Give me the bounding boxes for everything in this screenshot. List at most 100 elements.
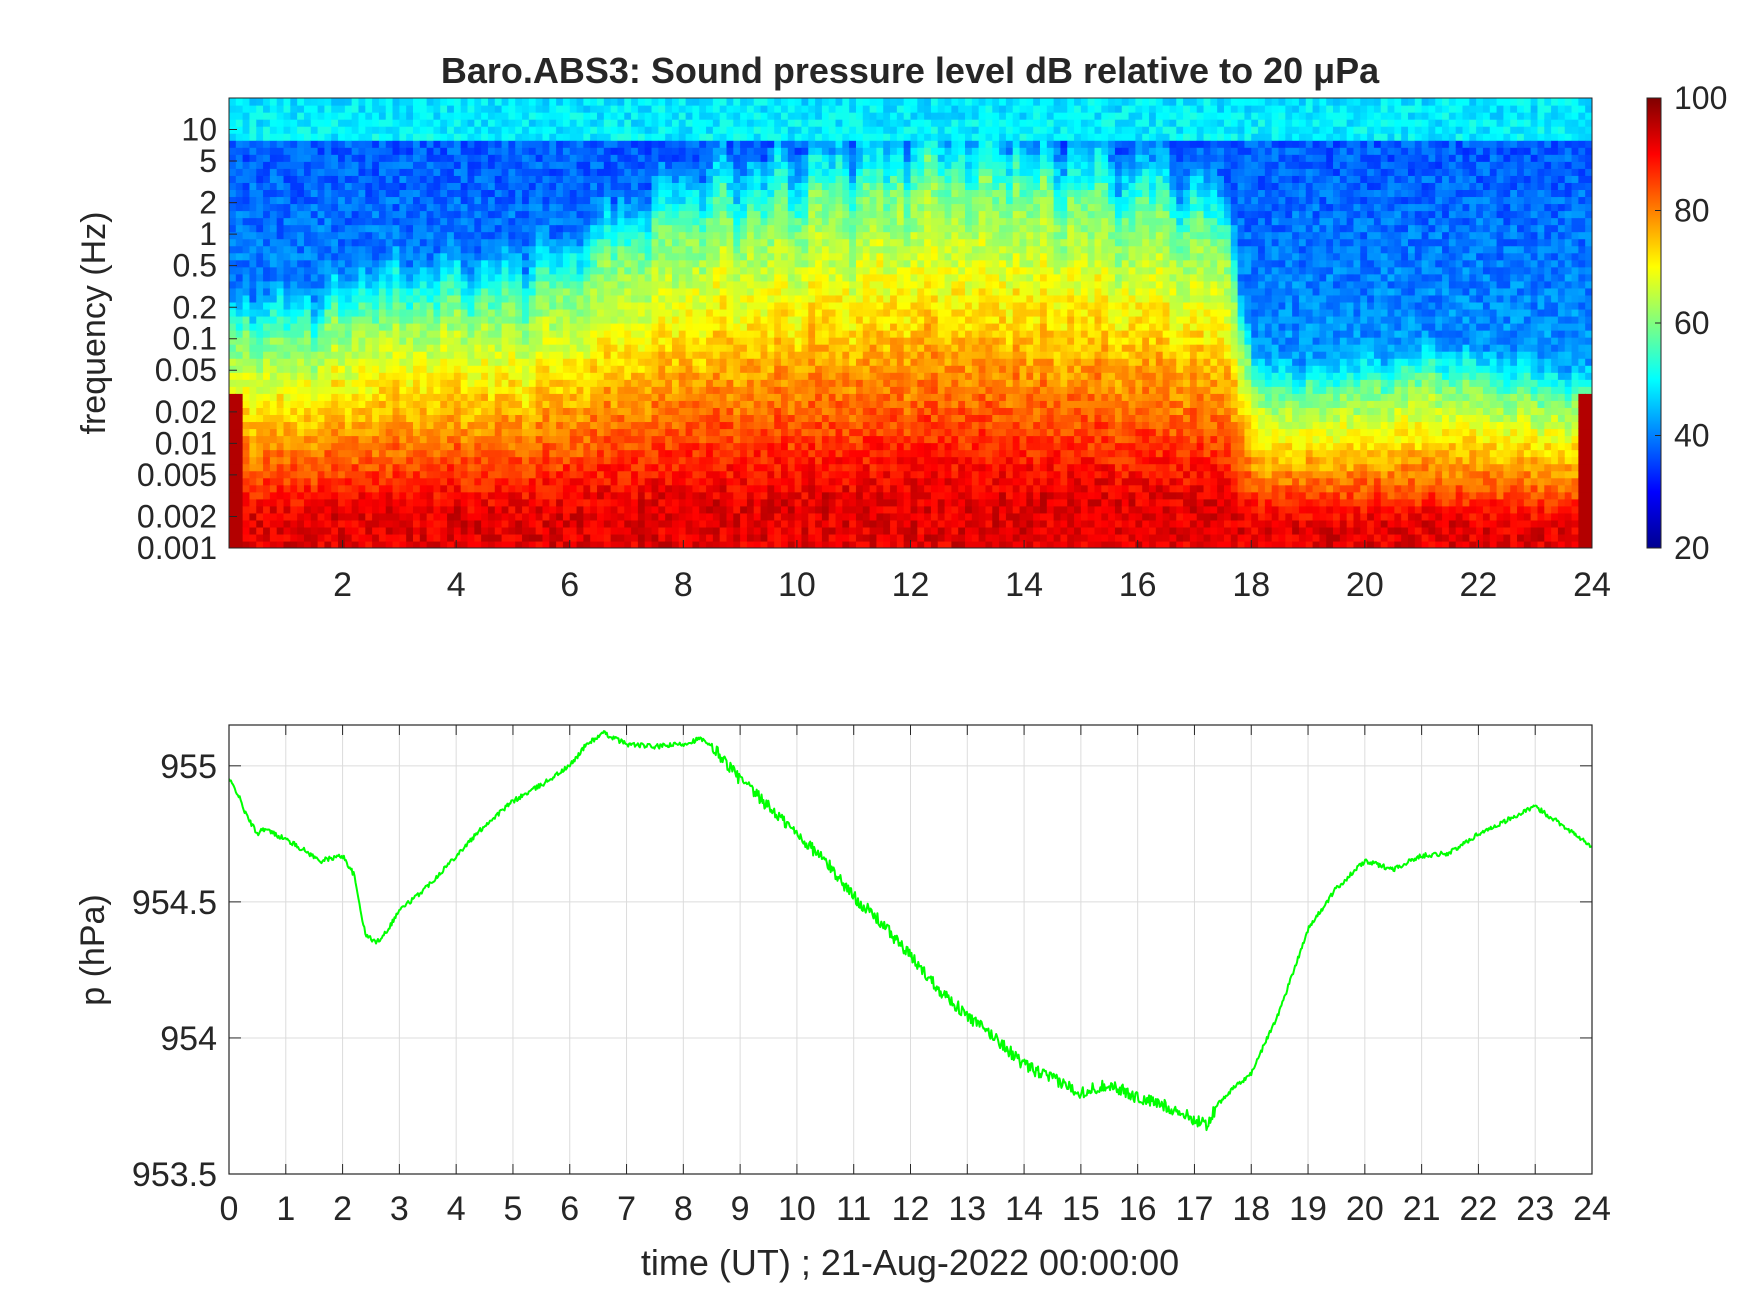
spectrogram-cell [522,463,530,472]
spectrogram-cell [297,365,305,373]
spectrogram-cell [440,463,448,472]
spectrogram-cell [753,119,762,127]
spectrogram-cell [631,301,639,310]
spectrogram-cell [569,470,578,479]
spectrogram-cell [658,456,666,465]
spectrogram-cell [562,505,571,514]
spectrogram-cell [631,126,639,134]
spectrogram-cell [235,505,244,514]
spectrogram-cell [276,505,285,514]
spectrogram-cell [522,175,530,183]
spectrogram-cell [726,337,734,345]
spectrogram-cell [324,365,332,373]
spectrogram-cell [263,449,271,458]
spectrogram-cell [535,280,544,289]
spectrogram-cell [413,196,421,205]
spectrogram-cell [413,526,421,535]
spectrogram-cell [671,238,680,247]
spectrogram-cell [419,280,428,289]
spectrogram-cell [344,400,353,408]
spectrogram-cell [746,358,755,366]
spectrogram-cell [249,189,257,198]
spectrogram-cell [331,365,339,373]
spectrogram-cell [324,449,332,458]
spectrogram-cell [665,498,673,507]
spectrogram-cell [603,526,612,535]
spectrogram-cell [515,231,523,240]
spectrogram-cell [685,477,694,486]
spectrogram-cell [358,308,366,317]
spectrogram-cell [583,498,591,507]
spectrogram-cell [678,203,687,212]
spectrogram-cell [494,182,503,191]
spectrogram-cell [324,252,332,261]
spectrogram-cell [610,161,619,169]
spectrogram-cell [583,470,591,479]
spectrogram-cell [283,421,291,430]
spectrogram-cell [467,133,475,141]
spectrogram-cell [678,259,687,268]
spectrogram-cell [392,259,400,268]
spectrogram-cell [283,301,291,310]
spectrogram-cell [385,533,394,542]
spectrogram-cell [440,491,448,500]
spectrogram-cell [453,498,462,507]
spectrogram-cell [235,435,244,444]
spectrogram-cell [290,365,298,373]
spectrogram-cell [706,505,714,514]
spectrogram-cell [535,161,544,169]
spectrogram-cell [331,519,339,528]
spectrogram-cell [726,224,734,233]
spectrogram-cell [501,428,510,437]
spectrogram-cell [399,217,407,226]
spectrogram-cell [440,505,448,514]
spectrogram-cell [392,182,400,191]
spectrogram-cell [740,463,748,472]
spectrogram-cell [631,266,639,275]
spectrogram-cell [344,245,353,254]
spectrogram-cell [746,112,755,120]
spectrogram-cell [535,477,544,486]
spectrogram-cell [324,245,332,254]
spectrogram-cell [426,210,435,219]
spectrogram-cell [426,126,435,134]
spectrogram-cell [528,175,537,183]
spectrogram-cell [685,323,694,331]
spectrogram-cell [637,175,646,183]
spectrogram-cell [706,266,714,275]
spectrogram-cell [746,301,755,310]
spectrogram-cell [753,421,762,430]
spectrogram-cell [344,540,353,548]
spectrogram-cell [590,344,598,352]
spectrogram-cell [733,393,741,401]
spectrogram-cell [556,252,564,261]
spectrogram-cell [590,400,598,408]
spectrogram-cell [671,407,680,416]
spectrogram-cell [671,519,680,528]
spectrogram-cell [385,505,394,514]
spectrogram-cell [508,308,516,317]
spectrogram-cell [426,259,435,268]
spectrogram-cell [733,140,741,148]
spectrogram-cell [597,161,605,169]
spectrogram-cell [719,435,728,444]
spectrogram-cell [269,526,278,535]
spectrogram-cell [624,196,632,205]
spectrogram-cell [317,330,326,338]
spectrogram-cell [365,308,373,317]
spectrogram-cell [385,477,394,486]
spectrogram-cell [419,315,428,324]
spectrogram-cell [249,154,257,162]
spectrogram-cell [522,393,530,401]
spectrogram-cell [392,126,400,134]
spectrogram-cell [569,365,578,373]
spectrogram-cell [467,126,475,134]
spectrogram-cell [699,400,707,408]
spectrogram-cell [419,435,428,444]
spectrogram-cell [733,175,741,183]
spectrogram-cell [699,512,707,521]
spectrogram-cell [678,519,687,528]
spectrogram-cell [733,196,741,205]
spectrogram-cell [617,435,625,444]
spectrogram-cell [460,189,469,198]
